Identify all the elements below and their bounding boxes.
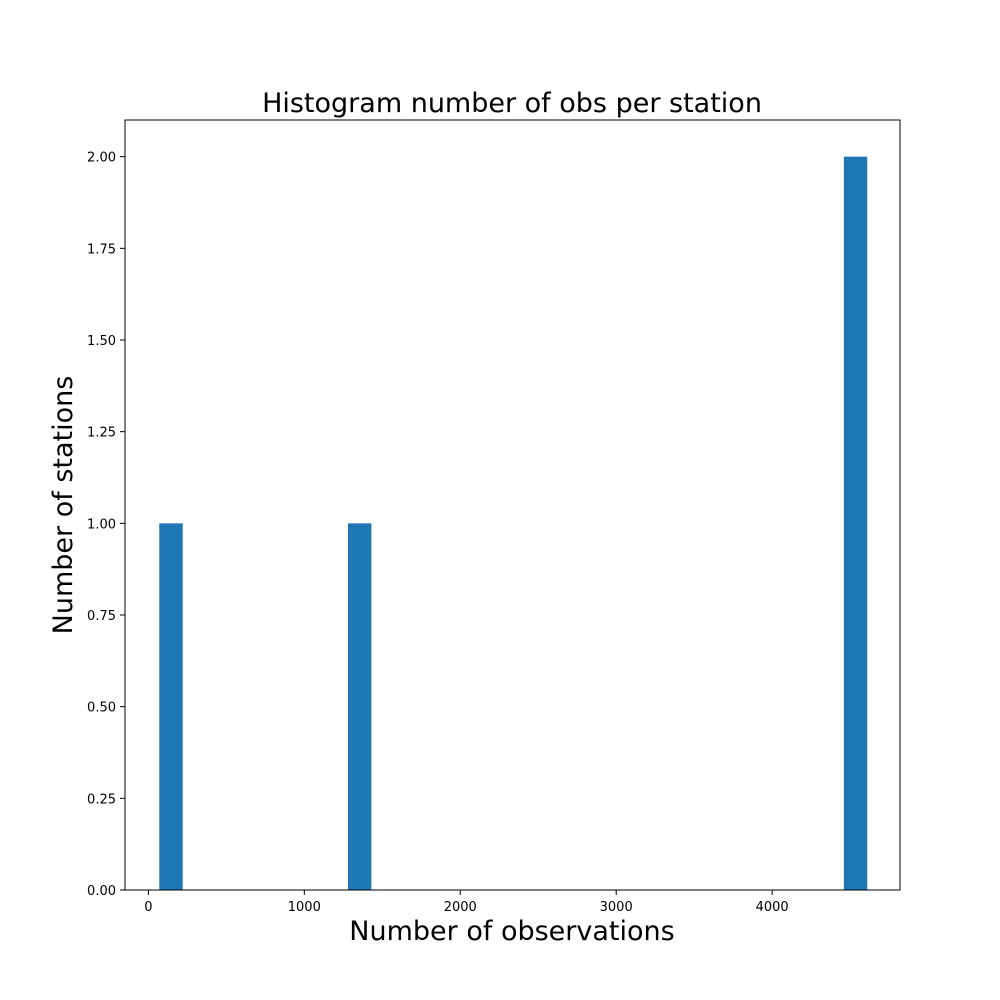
bars-layer <box>159 156 868 890</box>
y-tick-label: 1.25 <box>87 426 116 441</box>
y-tick-label: 0.50 <box>87 701 116 716</box>
y-tick-label: 0.00 <box>87 884 116 899</box>
x-tick-label: 3000 <box>600 900 633 915</box>
x-tick-label: 1000 <box>288 900 321 915</box>
x-axis-label: Number of observations <box>349 916 674 947</box>
y-tick-label: 0.25 <box>87 792 116 807</box>
x-tick-label: 2000 <box>444 900 477 915</box>
histogram-bar-3 <box>843 156 868 890</box>
histogram-bar-2 <box>347 523 372 890</box>
x-tick-label: 0 <box>144 900 152 915</box>
y-tick-label: 1.00 <box>87 517 116 532</box>
chart-title: Histogram number of obs per station <box>262 88 762 119</box>
x-axis: 0 1000 2000 3000 4000 <box>144 890 789 915</box>
y-axis-label: Number of stations <box>48 376 79 635</box>
y-tick-label: 1.50 <box>87 334 116 349</box>
y-tick-label: 2.00 <box>87 151 116 166</box>
y-tick-label: 1.75 <box>87 242 116 257</box>
histogram-bar-1 <box>159 523 183 890</box>
y-tick-label: 0.75 <box>87 609 116 624</box>
plot-frame <box>124 119 901 891</box>
y-axis: 0.00 0.25 0.50 0.75 1.00 1.25 1.50 1.75 2.00 <box>87 151 125 899</box>
x-tick-label: 4000 <box>756 900 789 915</box>
